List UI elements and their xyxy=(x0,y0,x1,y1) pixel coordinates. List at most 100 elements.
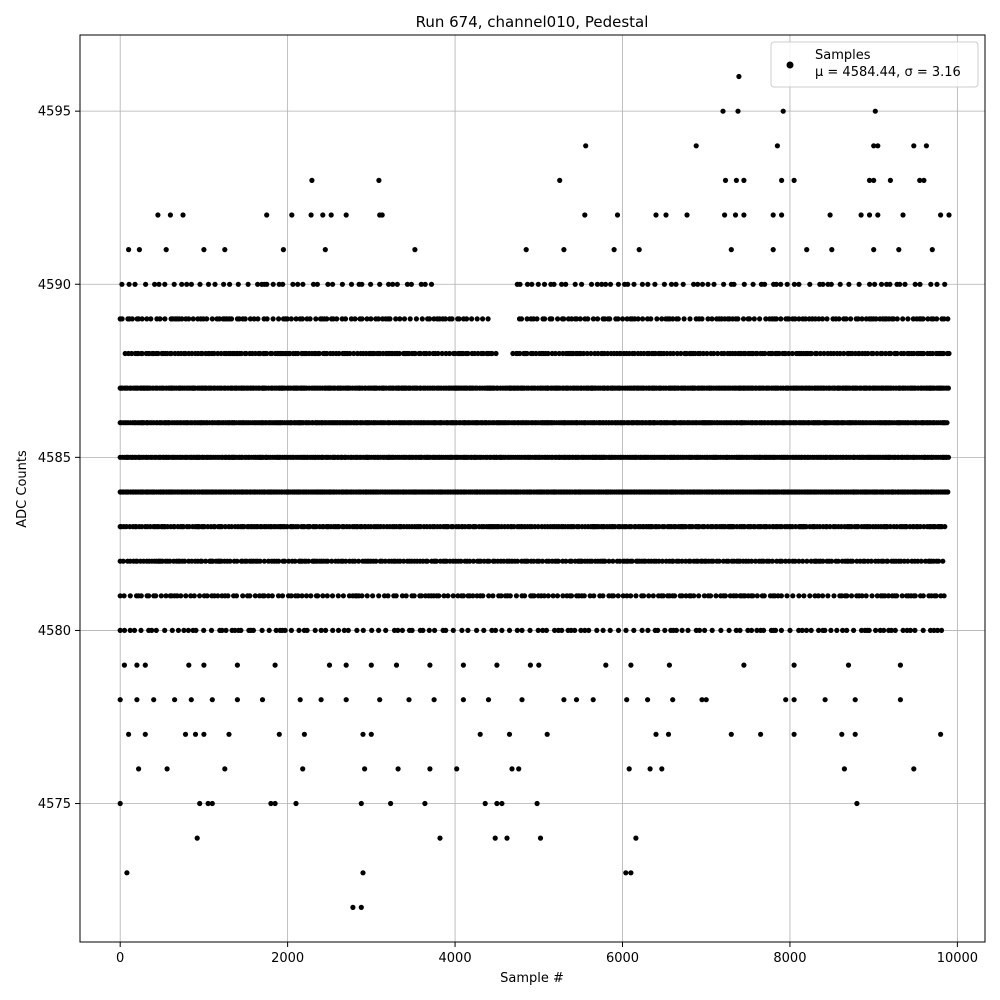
sample-point xyxy=(854,800,860,807)
sample-point xyxy=(582,627,588,634)
sample-point xyxy=(427,766,433,772)
sample-point xyxy=(524,350,530,357)
sample-point xyxy=(368,316,374,322)
sample-point xyxy=(769,558,776,564)
sample-point xyxy=(929,247,935,253)
sample-point xyxy=(134,662,140,668)
sample-point xyxy=(368,662,374,668)
sample-point xyxy=(450,627,456,634)
sample-point xyxy=(431,697,437,703)
sample-point xyxy=(238,627,244,634)
sample-point xyxy=(359,593,365,599)
sample-point xyxy=(251,316,257,322)
sample-point xyxy=(364,593,370,599)
sample-point xyxy=(279,593,286,599)
sample-point xyxy=(713,593,719,599)
sample-point xyxy=(900,316,906,322)
sample-point xyxy=(749,558,755,564)
sample-point xyxy=(426,350,433,357)
sample-point xyxy=(531,593,537,599)
sample-point xyxy=(808,627,814,634)
sample-point xyxy=(139,316,145,322)
sample-point xyxy=(569,316,575,322)
sample-point xyxy=(555,558,562,564)
sample-point xyxy=(212,281,218,287)
sample-point xyxy=(631,627,637,634)
x-tick-label: 10000 xyxy=(937,951,978,966)
sample-point xyxy=(306,558,312,564)
sample-point xyxy=(556,350,562,357)
sample-point xyxy=(905,558,911,564)
sample-point xyxy=(888,627,895,634)
sample-point xyxy=(866,177,873,183)
sample-point xyxy=(666,662,673,668)
sample-point xyxy=(152,281,158,287)
sample-point xyxy=(852,697,858,703)
sample-point xyxy=(561,316,567,322)
sample-point xyxy=(641,593,647,599)
sample-point xyxy=(773,281,779,287)
sample-point xyxy=(639,281,646,287)
sample-point xyxy=(733,593,739,599)
sample-point xyxy=(577,316,583,322)
sample-point xyxy=(247,593,253,599)
sample-point xyxy=(492,627,499,634)
sample-point xyxy=(190,316,196,322)
sample-point xyxy=(938,627,945,634)
sample-point xyxy=(343,558,349,564)
sample-point xyxy=(807,281,813,287)
sample-point xyxy=(259,697,266,703)
sample-point xyxy=(275,593,282,599)
sample-point xyxy=(229,524,235,530)
sample-point xyxy=(441,593,447,599)
sample-point xyxy=(386,281,392,287)
sample-point xyxy=(660,593,666,599)
sample-point xyxy=(941,316,947,322)
sample-point xyxy=(514,627,520,634)
sample-point xyxy=(460,662,466,668)
sample-point xyxy=(201,731,207,737)
sample-point xyxy=(432,627,438,634)
sample-point xyxy=(197,593,203,599)
sample-point xyxy=(252,593,258,599)
sample-point xyxy=(940,350,947,357)
sample-point xyxy=(201,627,207,634)
sample-point xyxy=(584,350,590,357)
sample-point xyxy=(420,627,426,634)
sample-point xyxy=(300,281,306,287)
sample-point xyxy=(620,593,626,599)
sample-point xyxy=(129,350,135,357)
sample-point xyxy=(859,593,865,599)
sample-point xyxy=(628,662,634,668)
sample-point xyxy=(126,281,132,287)
sample-point xyxy=(930,350,936,357)
sample-point xyxy=(143,281,149,287)
sample-point xyxy=(169,627,175,634)
sample-point xyxy=(261,558,267,564)
sample-point xyxy=(205,800,211,807)
sample-point xyxy=(535,524,541,530)
sample-point xyxy=(921,177,927,183)
sample-point xyxy=(607,316,613,322)
sample-point xyxy=(733,627,739,634)
sample-point xyxy=(288,627,294,634)
x-axis-label: Sample # xyxy=(500,971,564,986)
sample-point xyxy=(799,627,805,634)
sample-point xyxy=(802,316,809,322)
sample-point xyxy=(774,143,781,149)
sample-point xyxy=(735,108,741,114)
sample-point xyxy=(517,281,523,287)
sample-point xyxy=(509,766,515,772)
legend-box xyxy=(770,41,979,88)
sample-point xyxy=(921,350,927,357)
sample-point xyxy=(435,350,441,357)
sample-point xyxy=(288,316,294,322)
sample-point xyxy=(158,593,164,599)
sample-point xyxy=(796,593,802,599)
sample-point xyxy=(134,697,140,703)
sample-point xyxy=(855,316,861,322)
sample-point xyxy=(269,350,275,357)
sample-point xyxy=(443,627,449,634)
sample-point xyxy=(324,316,330,322)
sample-point xyxy=(685,627,691,634)
